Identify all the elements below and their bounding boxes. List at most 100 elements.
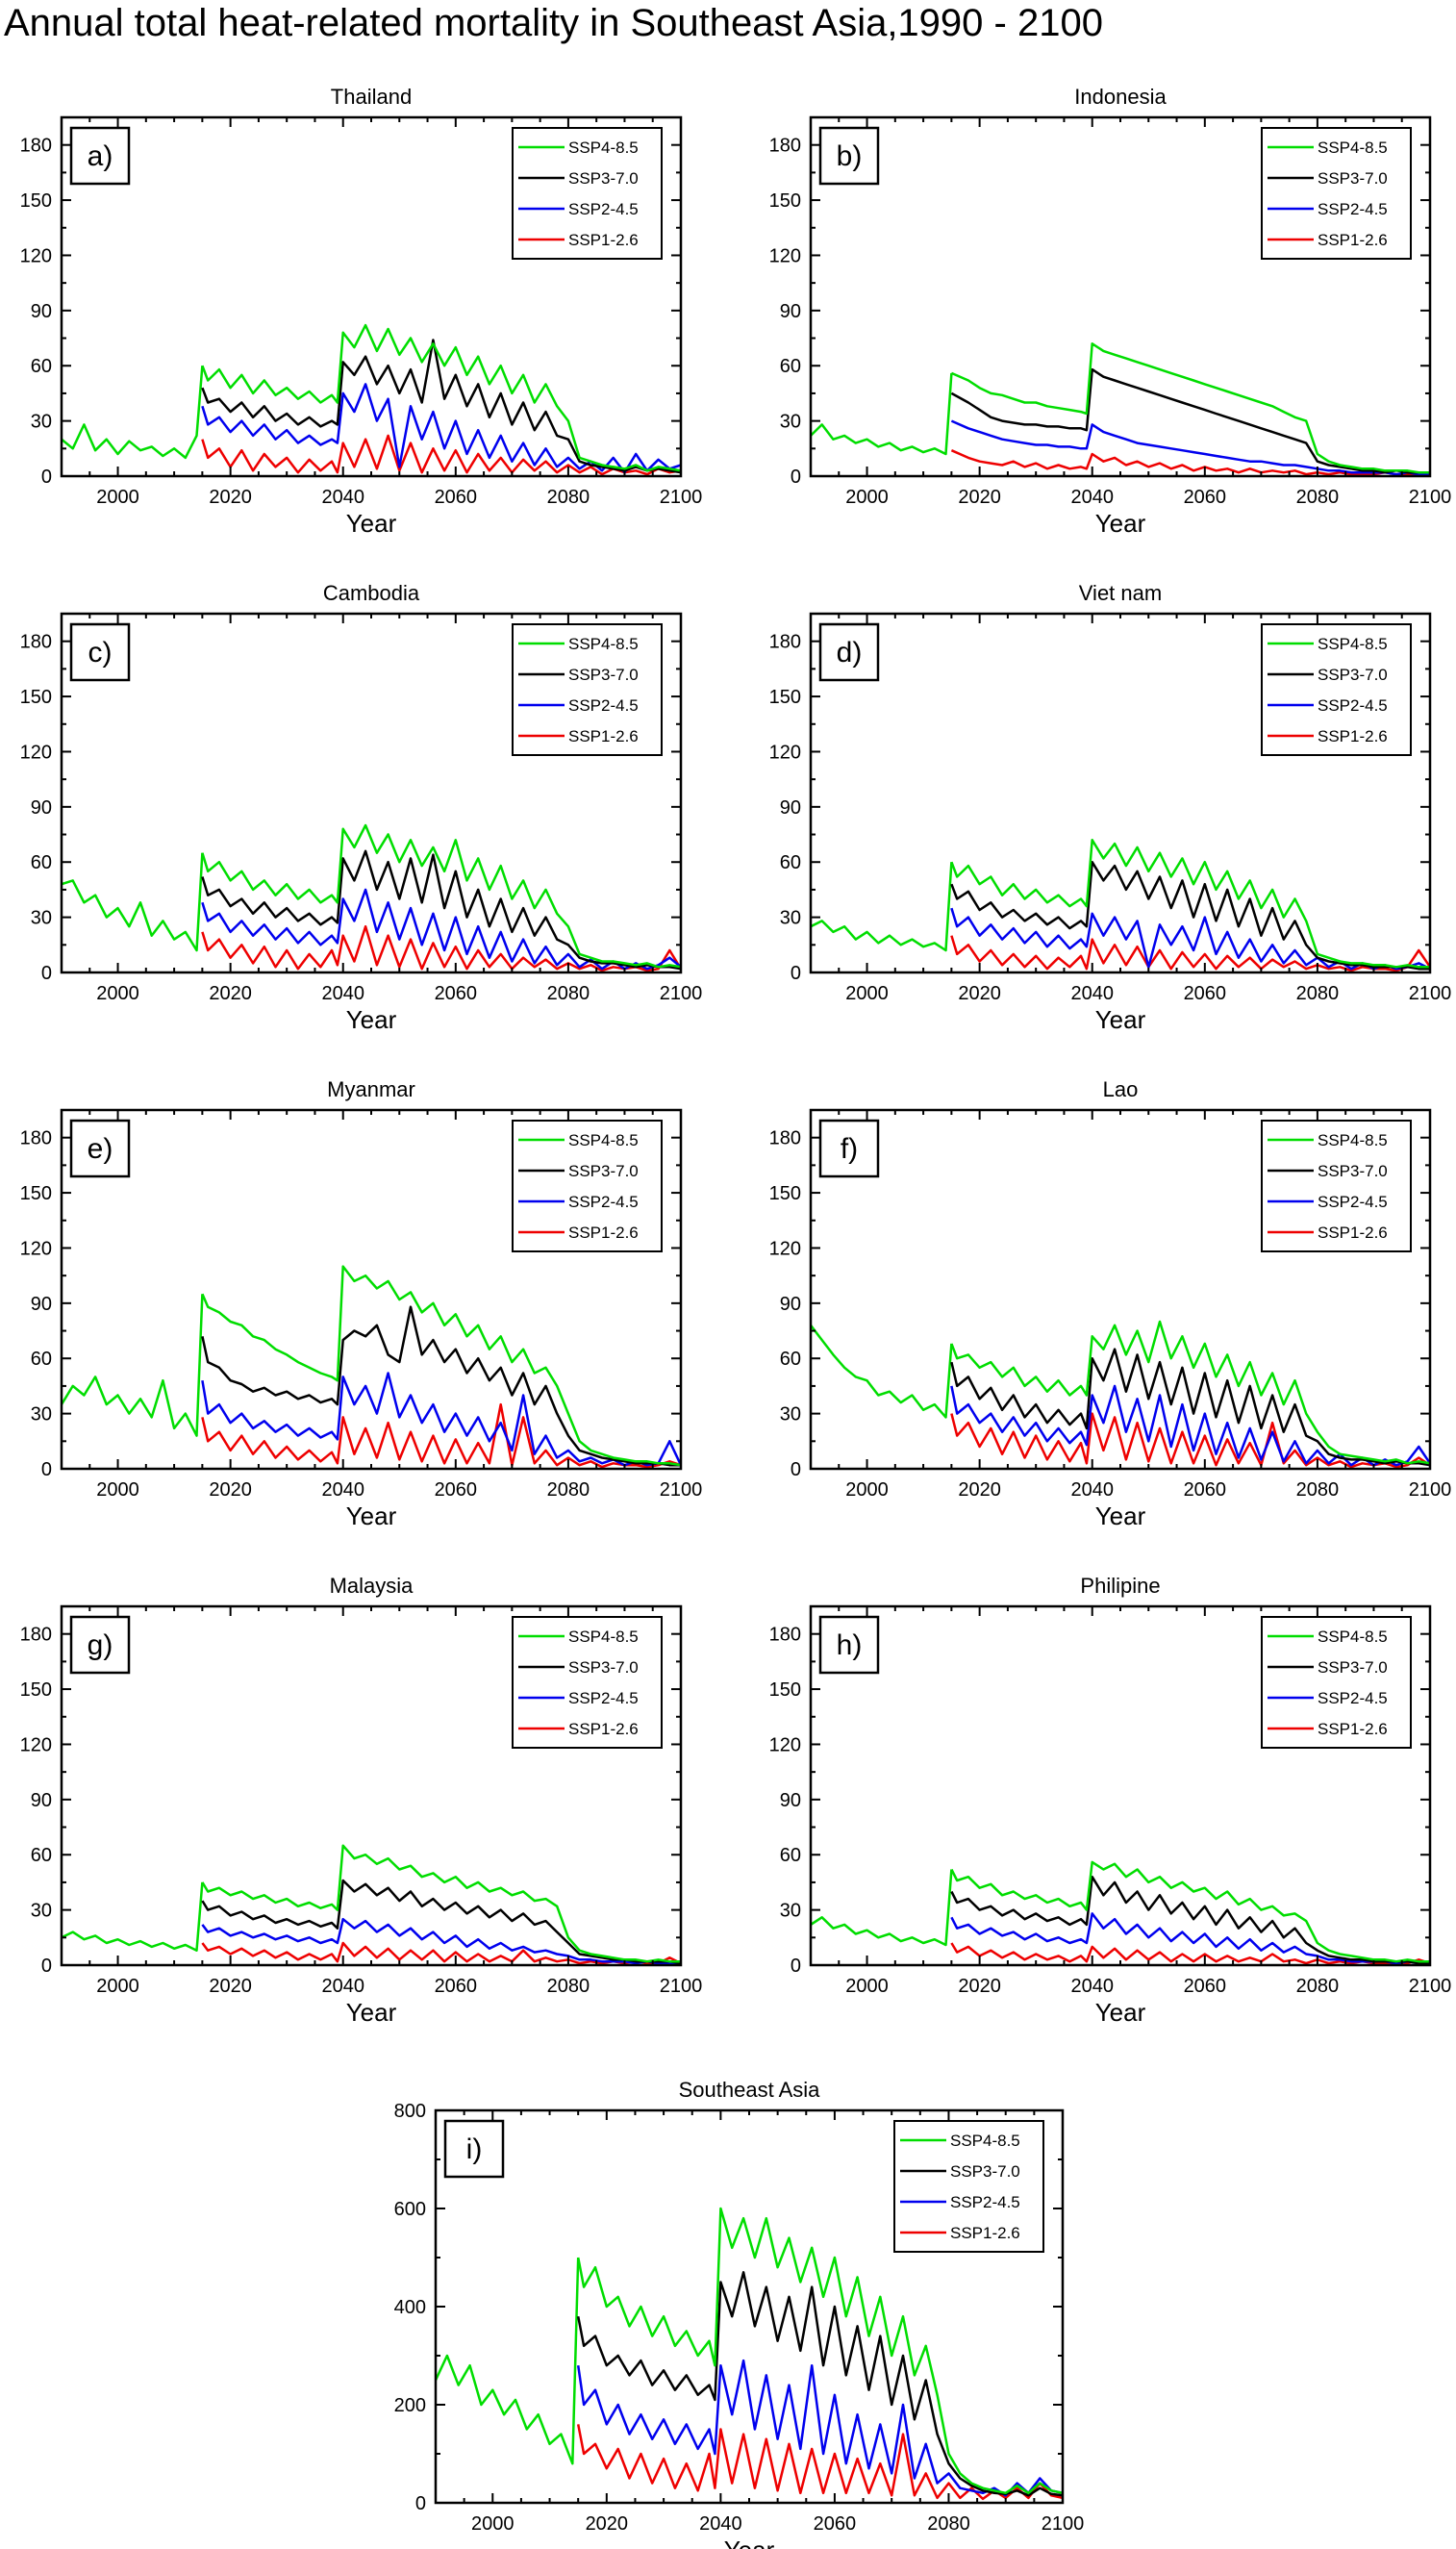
y-tick-label: 180 bbox=[20, 1625, 52, 1646]
panel-label-box bbox=[69, 1119, 131, 1178]
y-tick-label: 30 bbox=[31, 1404, 52, 1426]
legend-entry: SSP2-4.5 bbox=[568, 696, 639, 715]
legend-box bbox=[512, 1616, 663, 1749]
y-tick-label: 180 bbox=[769, 1625, 801, 1646]
y-tick-label: 120 bbox=[20, 742, 52, 763]
legend-entry: SSP1-2.6 bbox=[1318, 1720, 1388, 1738]
y-tick-label: 150 bbox=[769, 1679, 801, 1701]
x-tick-label: 2080 bbox=[547, 983, 590, 1004]
x-axis-label: Year bbox=[1095, 1998, 1146, 2027]
y-tick-label: 90 bbox=[31, 1294, 52, 1315]
legend-entry: SSP4-8.5 bbox=[1318, 1628, 1388, 1646]
panel-label-box bbox=[818, 126, 880, 186]
y-tick-label: 120 bbox=[20, 1734, 52, 1755]
panel-label: i) bbox=[466, 2133, 483, 2165]
x-tick-label: 2020 bbox=[958, 983, 1001, 1004]
legend-box bbox=[1261, 1120, 1412, 1252]
y-tick-label: 120 bbox=[20, 245, 52, 266]
series-line-ssp2-4.5 bbox=[950, 1384, 1430, 1467]
series-line-ssp4-8.5 bbox=[201, 1844, 681, 1963]
y-tick-label: 30 bbox=[780, 1404, 801, 1426]
y-tick-label: 400 bbox=[394, 2297, 426, 2318]
series-line-ssp2-4.5 bbox=[201, 1917, 681, 1965]
historical-line bbox=[811, 862, 953, 952]
historical-line bbox=[811, 1869, 953, 1947]
y-tick-label: 60 bbox=[780, 1845, 801, 1866]
y-tick-label: 30 bbox=[780, 412, 801, 433]
y-tick-label: 150 bbox=[20, 687, 52, 708]
x-tick-label: 2040 bbox=[321, 983, 364, 1004]
y-tick-label: 0 bbox=[791, 1459, 801, 1480]
x-tick-label: 2080 bbox=[547, 1976, 590, 1997]
panel-label: a) bbox=[88, 140, 113, 172]
panel-a: Thailand 2000 2020 2040 2060 2080 2100 0 30 60 90 1… bbox=[20, 85, 703, 538]
plot-area bbox=[62, 1844, 681, 1965]
panel-i: Southeast Asia 2000 2020 2040 2060 2080 2100 0 2… bbox=[394, 2078, 1085, 2549]
x-tick-label: 2040 bbox=[1070, 983, 1114, 1004]
panel-label: e) bbox=[88, 1133, 113, 1165]
historical-line bbox=[62, 1881, 204, 1952]
x-tick-label: 2040 bbox=[321, 487, 364, 508]
y-tick-label: 150 bbox=[769, 190, 801, 212]
y-tick-label: 800 bbox=[394, 2101, 426, 2122]
x-tick-label: 2080 bbox=[547, 1479, 590, 1501]
series-line-ssp2-4.5 bbox=[201, 1372, 681, 1467]
x-axis-label: Year bbox=[1095, 1005, 1146, 1034]
panel-title: Cambodia bbox=[323, 581, 420, 605]
y-tick-label: 180 bbox=[769, 632, 801, 653]
y-tick-label: 90 bbox=[780, 301, 801, 322]
x-tick-label: 2060 bbox=[435, 1976, 478, 1997]
x-tick-label: 2020 bbox=[209, 983, 252, 1004]
series-line-ssp2-4.5 bbox=[950, 1912, 1430, 1965]
x-tick-label: 2060 bbox=[435, 487, 478, 508]
x-tick-label: 2060 bbox=[1184, 1479, 1227, 1501]
y-tick-label: 0 bbox=[791, 1956, 801, 1977]
x-tick-label: 2040 bbox=[1070, 487, 1114, 508]
legend-entry: SSP2-4.5 bbox=[1318, 696, 1388, 715]
legend-entry: SSP1-2.6 bbox=[568, 1720, 639, 1738]
x-tick-label: 2080 bbox=[1296, 983, 1340, 1004]
y-tick-label: 60 bbox=[780, 356, 801, 377]
x-tick-label: 2060 bbox=[435, 1479, 478, 1501]
legend-entry: SSP3-7.0 bbox=[950, 2162, 1020, 2181]
figure-title: Annual total heat-related mortality in S… bbox=[4, 2, 1103, 44]
historical-line bbox=[811, 1325, 953, 1419]
y-tick-label: 150 bbox=[20, 190, 52, 212]
y-tick-label: 90 bbox=[780, 1294, 801, 1315]
historical-line bbox=[62, 366, 204, 460]
plot-area bbox=[811, 342, 1430, 476]
legend-entry: SSP4-8.5 bbox=[950, 2132, 1020, 2150]
y-tick-label: 0 bbox=[791, 963, 801, 984]
legend-entry: SSP3-7.0 bbox=[1318, 1162, 1388, 1180]
x-tick-label: 2080 bbox=[1296, 1479, 1340, 1501]
x-tick-label: 2000 bbox=[845, 983, 889, 1004]
legend-entry: SSP2-4.5 bbox=[1318, 1193, 1388, 1211]
legend-entry: SSP3-7.0 bbox=[1318, 1658, 1388, 1677]
series-line-ssp4-8.5 bbox=[950, 839, 1430, 969]
panel-g: Malaysia 2000 2020 2040 2060 2080 2100 0 30 60 90 1… bbox=[20, 1574, 703, 2027]
legend-entry: SSP3-7.0 bbox=[568, 1162, 639, 1180]
y-tick-label: 60 bbox=[780, 852, 801, 873]
x-tick-label: 2020 bbox=[958, 1479, 1001, 1501]
x-tick-label: 2040 bbox=[699, 2513, 742, 2535]
y-tick-label: 180 bbox=[769, 136, 801, 157]
panel-title: Indonesia bbox=[1074, 85, 1167, 109]
series-line-ssp1-2.6 bbox=[950, 449, 1430, 476]
legend-entry: SSP1-2.6 bbox=[568, 231, 639, 249]
series-line-ssp2-4.5 bbox=[201, 888, 681, 971]
panel-label-box bbox=[69, 1615, 131, 1675]
x-tick-label: 2000 bbox=[96, 983, 139, 1004]
panel-label: g) bbox=[88, 1629, 113, 1661]
y-tick-label: 0 bbox=[415, 2493, 426, 2514]
x-tick-label: 2040 bbox=[321, 1479, 364, 1501]
series-line-ssp3-7.0 bbox=[950, 860, 1430, 971]
legend-entry: SSP1-2.6 bbox=[568, 727, 639, 745]
x-axis-label: Year bbox=[346, 1005, 397, 1034]
legend: SSP4-8.5 SSP3-7.0 SSP2-4.5 SSP1-2.6 bbox=[512, 1616, 663, 1749]
y-tick-label: 180 bbox=[20, 136, 52, 157]
historical-line bbox=[436, 2257, 580, 2465]
series-line-ssp2-4.5 bbox=[201, 383, 681, 474]
series-line-ssp4-8.5 bbox=[950, 342, 1430, 474]
series-line-ssp4-8.5 bbox=[201, 1265, 681, 1467]
x-axis-label: Year bbox=[1095, 509, 1146, 538]
